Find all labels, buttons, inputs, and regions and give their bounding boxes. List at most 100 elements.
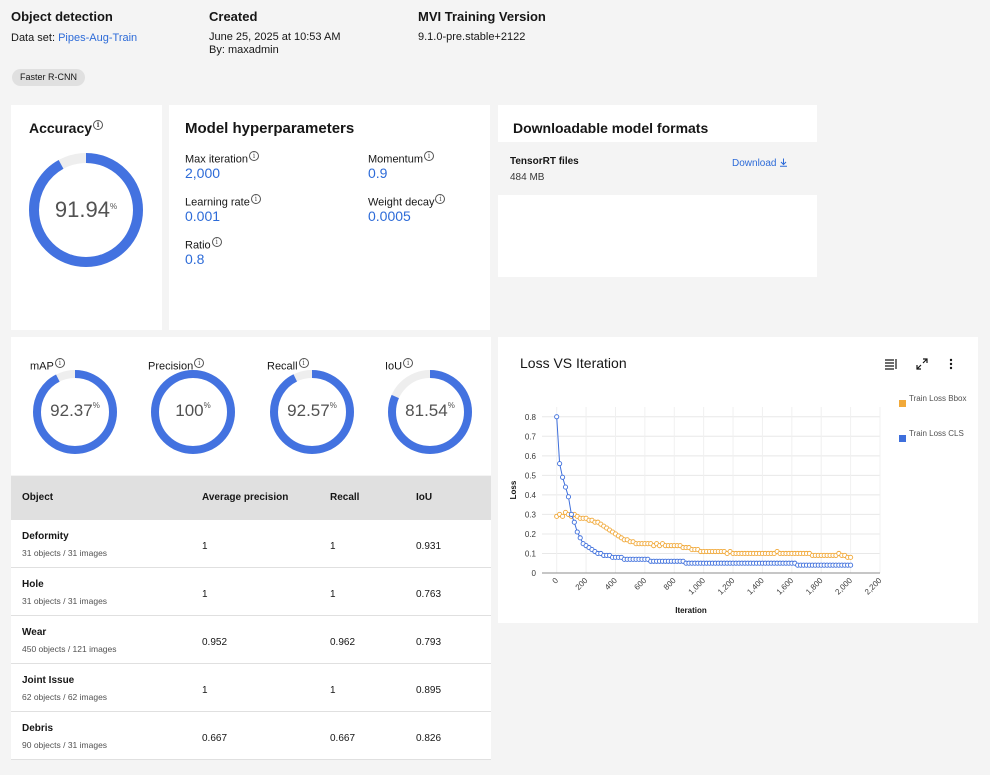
row-iou: 0.793 (416, 637, 442, 648)
map-donut (33, 370, 117, 454)
dataset-label: Data set: (11, 32, 56, 44)
expand-icon[interactable] (916, 358, 928, 370)
row-recall: 1 (330, 685, 336, 696)
hp-label-momentum: Momentum i (368, 151, 435, 166)
hp-value-ratio: 0.8 (185, 251, 205, 267)
y-tick-label: 0.7 (525, 432, 537, 441)
hyperparameters-card: Model hyperparameters Max iteration i 2,0… (169, 105, 490, 330)
x-tick-label: 1,200 (716, 576, 737, 597)
column-header-object[interactable]: Object (22, 492, 54, 503)
hp-label-ratio: Ratio i (185, 237, 222, 252)
x-tick-label: 800 (662, 576, 678, 592)
y-tick-label: 0.6 (525, 452, 537, 461)
row-object-count: 31 objects / 31 images (22, 596, 108, 606)
table-row[interactable]: Hole 31 objects / 31 images 1 1 0.763 (11, 568, 491, 616)
series-point-1 (554, 414, 560, 420)
info-icon[interactable]: i (54, 358, 65, 368)
row-object-count: 31 objects / 31 images (22, 548, 108, 558)
x-tick-label: 1,000 (687, 576, 708, 597)
y-tick-label: 0.5 (525, 471, 537, 480)
table-view-icon[interactable] (884, 358, 898, 370)
model-type-title: Object detection (11, 9, 113, 24)
x-tick-label: 1,800 (804, 576, 825, 597)
series-point-1 (848, 562, 854, 568)
file-size: 484 MB (510, 172, 545, 183)
downloads-title: Downloadable model formats (513, 120, 709, 136)
recall-value: 92.57% (287, 401, 337, 420)
recall-donut (270, 370, 354, 454)
version-title: MVI Training Version (418, 9, 546, 24)
legend-label-cls[interactable]: Train Loss CLS (909, 429, 964, 438)
x-tick-label: 2,000 (833, 576, 854, 597)
info-icon[interactable]: i (435, 194, 446, 204)
hp-label-max-iteration: Max iteration i (185, 151, 259, 166)
legend-swatch-bbox (899, 400, 906, 407)
info-icon[interactable]: i (93, 120, 104, 131)
row-average-precision: 0.952 (202, 637, 228, 648)
x-tick-label: 400 (603, 576, 619, 592)
info-icon[interactable]: i (298, 358, 309, 368)
accuracy-title: Accuracy i (29, 120, 104, 136)
x-tick-label: 2,200 (863, 576, 884, 597)
hyperparameters-title: Model hyperparameters (185, 120, 355, 137)
table-header: Object Average precision Recall IoU (11, 476, 491, 520)
row-object-name: Hole (22, 579, 44, 590)
series-point-1 (557, 461, 563, 467)
metrics-card: mAP i Precision i Recall i IoU i 92.37% 100%… (11, 337, 491, 475)
info-icon[interactable]: i (211, 237, 222, 247)
x-tick-label: 0 (551, 576, 561, 586)
download-row: TensorRT files 484 MB Download (498, 142, 817, 195)
download-link[interactable]: Download (732, 158, 788, 169)
info-icon[interactable]: i (403, 358, 414, 368)
y-tick-label: 0.1 (525, 549, 537, 558)
x-tick-label: 600 (632, 576, 648, 592)
column-header-average-precision[interactable]: Average precision (202, 492, 289, 503)
y-axis-label: Loss (509, 480, 518, 499)
column-header-recall[interactable]: Recall (330, 492, 360, 503)
hp-label-learning-rate: Learning rate i (185, 194, 261, 209)
chart-title: Loss VS Iteration (520, 355, 627, 371)
row-iou: 0.763 (416, 589, 442, 600)
created-title: Created (209, 9, 258, 24)
overflow-menu-icon[interactable] (947, 358, 955, 370)
created-by: By: maxadmin (209, 44, 279, 56)
series-point-1 (565, 494, 572, 500)
accuracy-donut (29, 153, 143, 267)
metric-label-precision: Precision i (148, 358, 205, 373)
downloads-body (498, 195, 817, 277)
info-icon[interactable]: i (194, 358, 205, 368)
series-point-1 (571, 519, 577, 525)
table-row[interactable]: Wear 450 objects / 121 images 0.952 0.96… (11, 616, 491, 664)
hp-value-momentum: 0.9 (368, 165, 388, 181)
table-row[interactable]: Joint Issue 62 objects / 62 images 1 1 0… (11, 664, 491, 712)
row-iou: 0.895 (416, 685, 442, 696)
column-header-iou[interactable]: IoU (416, 492, 433, 503)
series-point-1 (574, 529, 580, 535)
hp-label-weight-decay: Weight decay i (368, 194, 446, 209)
legend-label-bbox[interactable]: Train Loss Bbox (909, 394, 967, 403)
series-point-1 (568, 511, 574, 517)
accuracy-card: Accuracy i 91.94% (11, 105, 162, 330)
hp-value-max-iteration: 2,000 (185, 165, 221, 181)
x-tick-label: 1,400 (745, 576, 766, 597)
info-icon[interactable]: i (250, 194, 261, 204)
precision-donut (151, 370, 235, 454)
loss-plot: 0 0.1 0.2 0.3 0.4 0.5 0.6 0.7 0.8 0 200 400 600 800 1,… (509, 407, 884, 615)
dataset-link[interactable]: Pipes-Aug-Train (58, 32, 138, 44)
info-icon[interactable]: i (248, 151, 259, 161)
metric-label-iou: IoU i (385, 358, 414, 373)
row-object-name: Wear (22, 627, 47, 638)
model-tag: Faster R-CNN (12, 69, 86, 86)
created-date: June 25, 2025 at 10:53 AM (209, 31, 341, 43)
row-object-name: Debris (22, 723, 54, 734)
row-iou: 0.931 (416, 541, 442, 552)
iou-value: 81.54% (405, 401, 455, 420)
y-tick-label: 0.3 (525, 510, 537, 519)
info-icon[interactable]: i (424, 151, 435, 161)
table-row[interactable]: Deformity 31 objects / 31 images 1 1 0.9… (11, 520, 491, 568)
row-recall: 1 (330, 541, 336, 552)
series-point-1 (577, 535, 583, 541)
table-row[interactable]: Debris 90 objects / 31 images 0.667 0.66… (11, 712, 491, 760)
row-object-name: Joint Issue (22, 675, 75, 686)
row-recall: 0.667 (330, 733, 356, 744)
